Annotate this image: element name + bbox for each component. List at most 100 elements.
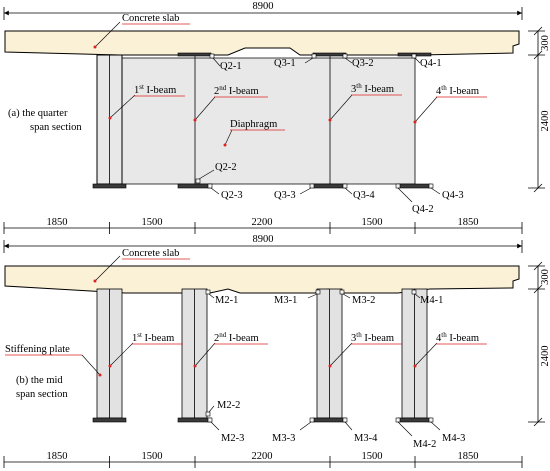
spacing-label: 1500 (362, 451, 383, 462)
strain-gauge-marker (395, 417, 401, 423)
beam-label-text: 1st I-beam (132, 331, 174, 344)
spacing-label: 2200 (252, 451, 273, 462)
gauge-leader (210, 187, 220, 195)
section-label-line2: span section (16, 389, 68, 400)
gauge-label-q2-2: Q2-2 (215, 162, 237, 173)
concrete-slab (4, 30, 520, 56)
gauge-label-q3-4: Q3-4 (353, 190, 375, 201)
gauge-leader (210, 421, 220, 431)
slab-depth-label: 300 (540, 269, 550, 285)
dim-tick (533, 26, 543, 36)
strain-gauge-marker (205, 289, 211, 295)
beam-leader (109, 94, 136, 119)
leader-dot (328, 364, 332, 368)
diaphragm-label: Diaphragm (230, 119, 277, 130)
beam-leader (194, 342, 216, 367)
leader-dot (328, 118, 332, 122)
beam-label-text: 4th I-beam (436, 84, 479, 97)
beam-label-1: 1st I-beam (108, 83, 185, 120)
slab-depth-label: 300 (540, 35, 550, 51)
bottom-flange (92, 183, 127, 189)
spacing-label: 1850 (47, 217, 68, 228)
concrete-slab-label: Concrete slab (122, 13, 179, 24)
slab-leader (94, 255, 121, 282)
beam-leader (194, 96, 216, 121)
gauge-leader (198, 169, 215, 180)
i-beam-1 (92, 288, 127, 423)
beam-label-text: 1st I-beam (134, 83, 176, 96)
beam-leader (414, 342, 438, 367)
bottom-flange (312, 183, 347, 189)
section-label-line2: span section (30, 122, 82, 133)
i-beam-3 (312, 288, 347, 423)
strain-gauge-marker (395, 183, 401, 189)
gauge-leader (344, 421, 353, 431)
beam-leader (109, 342, 134, 367)
section-label-line1: (a) the quarter (8, 108, 68, 119)
total-width-label: 8900 (253, 1, 274, 12)
concrete-slab (4, 265, 520, 294)
leader-dot (193, 364, 197, 368)
gauge-leader (342, 293, 351, 299)
gauge-label-m3-3: M3-3 (272, 433, 295, 444)
strain-gauge-marker (309, 183, 315, 189)
strain-gauge-marker (311, 53, 317, 59)
beam-label-3: 3th I-beam (328, 82, 402, 122)
gauge-label-q4-1: Q4-1 (420, 58, 442, 69)
gauge-leader (430, 421, 441, 431)
gauge-leader (208, 405, 215, 413)
beam-label-2: 2nd I-beam (193, 84, 268, 122)
i-beam-2 (177, 288, 212, 423)
strain-gauge-marker (209, 53, 215, 59)
beam-label-text: 3th I-beam (351, 82, 394, 95)
strain-gauge-marker (315, 289, 321, 295)
beam-label-1: 1st I-beam (108, 331, 183, 368)
dim-tick (533, 284, 543, 294)
beam-depth-label: 2400 (540, 346, 550, 367)
gauge-label-m2-1: M2-1 (215, 295, 238, 306)
dim-tick (533, 50, 543, 60)
gauge-label-q3-2: Q3-2 (352, 58, 374, 69)
strain-gauge-marker (428, 183, 434, 189)
spacing-label: 2200 (252, 217, 273, 228)
gauge-label-q3-1: Q3-1 (274, 58, 296, 69)
gauge-leader (344, 57, 353, 64)
leader-dot (108, 116, 112, 120)
spacing-label: 1850 (458, 217, 479, 228)
gauge-label-m4-1: M4-1 (420, 295, 443, 306)
spacing-label: 1850 (47, 451, 68, 462)
strain-gauge-marker (342, 183, 348, 189)
top-flange (177, 52, 212, 57)
gauge-label-m4-2: M4-2 (413, 439, 436, 450)
leader-dot (98, 373, 102, 377)
strain-gauge-marker (342, 53, 348, 59)
spacing-label: 1850 (458, 451, 479, 462)
total-width-label: 8900 (253, 234, 274, 245)
leader-dot (108, 364, 112, 368)
gauge-leader (299, 421, 312, 431)
gauge-label-q3-3: Q3-3 (274, 190, 296, 201)
gauge-label-q2-3: Q2-3 (221, 190, 243, 201)
beam-label-3: 3th I-beam (328, 331, 402, 368)
beam-label-text: 2nd I-beam (214, 84, 259, 97)
strain-gauge-marker (205, 411, 211, 417)
gauge-label-m3-2: M3-2 (352, 295, 375, 306)
spacing-label: 1500 (142, 451, 163, 462)
strain-gauge-marker (411, 53, 417, 59)
strain-gauge-marker (207, 183, 213, 189)
gauge-label-m4-3: M4-3 (442, 433, 465, 444)
top-flange (312, 52, 347, 57)
mid-span-section: 8900 Concrete slab Stiff (3, 234, 550, 468)
dim-tick (533, 261, 543, 271)
dim-tick (533, 183, 543, 193)
gauge-leader (430, 187, 441, 195)
stiffening-leader (81, 354, 101, 376)
beam-leader (414, 96, 438, 123)
strain-gauge-marker (309, 417, 315, 423)
dim-tick (533, 417, 543, 427)
bottom-flange (177, 417, 212, 423)
beam-label-text: 3th I-beam (351, 331, 394, 344)
bottom-flange (177, 183, 212, 189)
spacing-label: 1500 (142, 217, 163, 228)
slab-leader (94, 21, 121, 48)
